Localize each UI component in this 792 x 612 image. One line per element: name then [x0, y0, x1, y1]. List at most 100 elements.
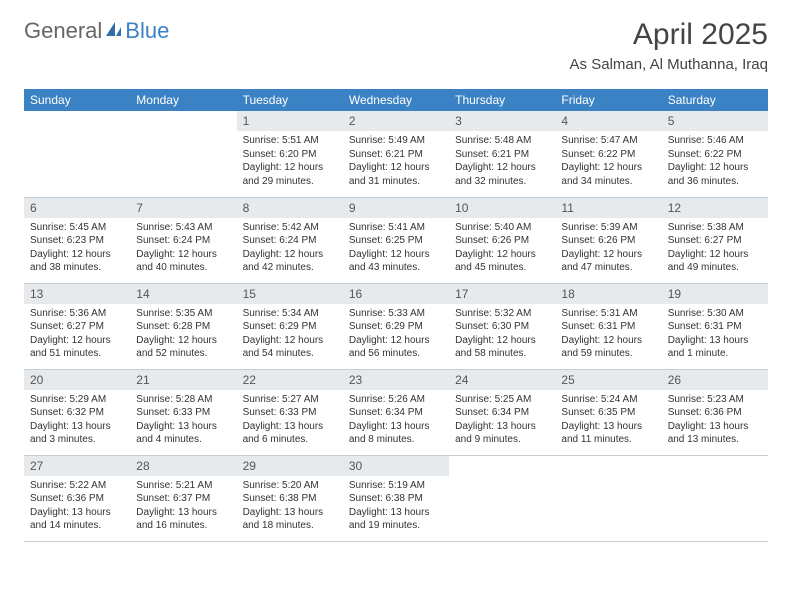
day-details: Sunrise: 5:24 AMSunset: 6:35 PMDaylight:…: [555, 390, 661, 451]
calendar-table: SundayMondayTuesdayWednesdayThursdayFrid…: [24, 89, 768, 542]
daylight-text: Daylight: 13 hours and 16 minutes.: [136, 506, 230, 533]
weekday-header: Thursday: [449, 89, 555, 111]
sunset-text: Sunset: 6:38 PM: [349, 492, 443, 506]
day-number: 24: [449, 370, 555, 390]
sunrise-text: Sunrise: 5:27 AM: [243, 393, 337, 407]
sunrise-text: Sunrise: 5:43 AM: [136, 221, 230, 235]
sunset-text: Sunset: 6:21 PM: [349, 148, 443, 162]
daylight-text: Daylight: 13 hours and 4 minutes.: [136, 420, 230, 447]
day-number: 30: [343, 456, 449, 476]
calendar-cell: [130, 111, 236, 197]
sunset-text: Sunset: 6:20 PM: [243, 148, 337, 162]
calendar-cell: [555, 455, 661, 541]
weekday-header: Sunday: [24, 89, 130, 111]
calendar-cell: 13Sunrise: 5:36 AMSunset: 6:27 PMDayligh…: [24, 283, 130, 369]
day-number: 29: [237, 456, 343, 476]
sunset-text: Sunset: 6:37 PM: [136, 492, 230, 506]
calendar-cell: 15Sunrise: 5:34 AMSunset: 6:29 PMDayligh…: [237, 283, 343, 369]
day-details: Sunrise: 5:43 AMSunset: 6:24 PMDaylight:…: [130, 218, 236, 279]
sunrise-text: Sunrise: 5:23 AM: [668, 393, 762, 407]
sunrise-text: Sunrise: 5:31 AM: [561, 307, 655, 321]
calendar-week: 6Sunrise: 5:45 AMSunset: 6:23 PMDaylight…: [24, 197, 768, 283]
day-number: 12: [662, 198, 768, 218]
calendar-cell: 8Sunrise: 5:42 AMSunset: 6:24 PMDaylight…: [237, 197, 343, 283]
sunset-text: Sunset: 6:22 PM: [668, 148, 762, 162]
sunset-text: Sunset: 6:30 PM: [455, 320, 549, 334]
daylight-text: Daylight: 13 hours and 14 minutes.: [30, 506, 124, 533]
weekday-header: Tuesday: [237, 89, 343, 111]
day-details: Sunrise: 5:38 AMSunset: 6:27 PMDaylight:…: [662, 218, 768, 279]
calendar-cell: 5Sunrise: 5:46 AMSunset: 6:22 PMDaylight…: [662, 111, 768, 197]
daylight-text: Daylight: 13 hours and 3 minutes.: [30, 420, 124, 447]
sunset-text: Sunset: 6:27 PM: [668, 234, 762, 248]
day-number: 17: [449, 284, 555, 304]
day-details: Sunrise: 5:23 AMSunset: 6:36 PMDaylight:…: [662, 390, 768, 451]
calendar-cell: 26Sunrise: 5:23 AMSunset: 6:36 PMDayligh…: [662, 369, 768, 455]
calendar-cell: 17Sunrise: 5:32 AMSunset: 6:30 PMDayligh…: [449, 283, 555, 369]
day-details: Sunrise: 5:42 AMSunset: 6:24 PMDaylight:…: [237, 218, 343, 279]
weekday-header: Monday: [130, 89, 236, 111]
day-number: 4: [555, 111, 661, 131]
calendar-cell: 4Sunrise: 5:47 AMSunset: 6:22 PMDaylight…: [555, 111, 661, 197]
sunset-text: Sunset: 6:35 PM: [561, 406, 655, 420]
day-number: 2: [343, 111, 449, 131]
calendar-cell: 6Sunrise: 5:45 AMSunset: 6:23 PMDaylight…: [24, 197, 130, 283]
weekday-header: Friday: [555, 89, 661, 111]
calendar-cell: 29Sunrise: 5:20 AMSunset: 6:38 PMDayligh…: [237, 455, 343, 541]
sunset-text: Sunset: 6:33 PM: [243, 406, 337, 420]
day-details: Sunrise: 5:45 AMSunset: 6:23 PMDaylight:…: [24, 218, 130, 279]
daylight-text: Daylight: 12 hours and 36 minutes.: [668, 161, 762, 188]
sunset-text: Sunset: 6:21 PM: [455, 148, 549, 162]
day-number: 21: [130, 370, 236, 390]
daylight-text: Daylight: 12 hours and 38 minutes.: [30, 248, 124, 275]
sunrise-text: Sunrise: 5:51 AM: [243, 134, 337, 148]
calendar-cell: 20Sunrise: 5:29 AMSunset: 6:32 PMDayligh…: [24, 369, 130, 455]
daylight-text: Daylight: 12 hours and 42 minutes.: [243, 248, 337, 275]
sunset-text: Sunset: 6:32 PM: [30, 406, 124, 420]
day-details: Sunrise: 5:25 AMSunset: 6:34 PMDaylight:…: [449, 390, 555, 451]
sunrise-text: Sunrise: 5:38 AM: [668, 221, 762, 235]
sunrise-text: Sunrise: 5:46 AM: [668, 134, 762, 148]
day-number: 3: [449, 111, 555, 131]
day-number: 11: [555, 198, 661, 218]
daylight-text: Daylight: 12 hours and 43 minutes.: [349, 248, 443, 275]
calendar-cell: [449, 455, 555, 541]
sunrise-text: Sunrise: 5:34 AM: [243, 307, 337, 321]
day-number: 26: [662, 370, 768, 390]
day-number: 22: [237, 370, 343, 390]
calendar-cell: 11Sunrise: 5:39 AMSunset: 6:26 PMDayligh…: [555, 197, 661, 283]
daylight-text: Daylight: 13 hours and 11 minutes.: [561, 420, 655, 447]
day-number: 7: [130, 198, 236, 218]
sunset-text: Sunset: 6:24 PM: [136, 234, 230, 248]
day-details: Sunrise: 5:19 AMSunset: 6:38 PMDaylight:…: [343, 476, 449, 537]
daylight-text: Daylight: 13 hours and 9 minutes.: [455, 420, 549, 447]
sunset-text: Sunset: 6:33 PM: [136, 406, 230, 420]
daylight-text: Daylight: 12 hours and 58 minutes.: [455, 334, 549, 361]
day-details: Sunrise: 5:32 AMSunset: 6:30 PMDaylight:…: [449, 304, 555, 365]
sunrise-text: Sunrise: 5:41 AM: [349, 221, 443, 235]
sunrise-text: Sunrise: 5:32 AM: [455, 307, 549, 321]
day-number: 1: [237, 111, 343, 131]
sunset-text: Sunset: 6:36 PM: [668, 406, 762, 420]
sunrise-text: Sunrise: 5:25 AM: [455, 393, 549, 407]
sunrise-text: Sunrise: 5:26 AM: [349, 393, 443, 407]
calendar-cell: 23Sunrise: 5:26 AMSunset: 6:34 PMDayligh…: [343, 369, 449, 455]
sunset-text: Sunset: 6:34 PM: [455, 406, 549, 420]
day-details: Sunrise: 5:36 AMSunset: 6:27 PMDaylight:…: [24, 304, 130, 365]
daylight-text: Daylight: 12 hours and 49 minutes.: [668, 248, 762, 275]
daylight-text: Daylight: 13 hours and 13 minutes.: [668, 420, 762, 447]
calendar-cell: 2Sunrise: 5:49 AMSunset: 6:21 PMDaylight…: [343, 111, 449, 197]
calendar-cell: 1Sunrise: 5:51 AMSunset: 6:20 PMDaylight…: [237, 111, 343, 197]
calendar-cell: 27Sunrise: 5:22 AMSunset: 6:36 PMDayligh…: [24, 455, 130, 541]
calendar-head: SundayMondayTuesdayWednesdayThursdayFrid…: [24, 89, 768, 111]
sunset-text: Sunset: 6:24 PM: [243, 234, 337, 248]
calendar-cell: 10Sunrise: 5:40 AMSunset: 6:26 PMDayligh…: [449, 197, 555, 283]
sunset-text: Sunset: 6:29 PM: [243, 320, 337, 334]
weekday-header: Wednesday: [343, 89, 449, 111]
day-details: Sunrise: 5:49 AMSunset: 6:21 PMDaylight:…: [343, 131, 449, 192]
weekday-header: Saturday: [662, 89, 768, 111]
calendar-cell: [24, 111, 130, 197]
daylight-text: Daylight: 12 hours and 47 minutes.: [561, 248, 655, 275]
day-details: Sunrise: 5:47 AMSunset: 6:22 PMDaylight:…: [555, 131, 661, 192]
calendar-cell: 19Sunrise: 5:30 AMSunset: 6:31 PMDayligh…: [662, 283, 768, 369]
